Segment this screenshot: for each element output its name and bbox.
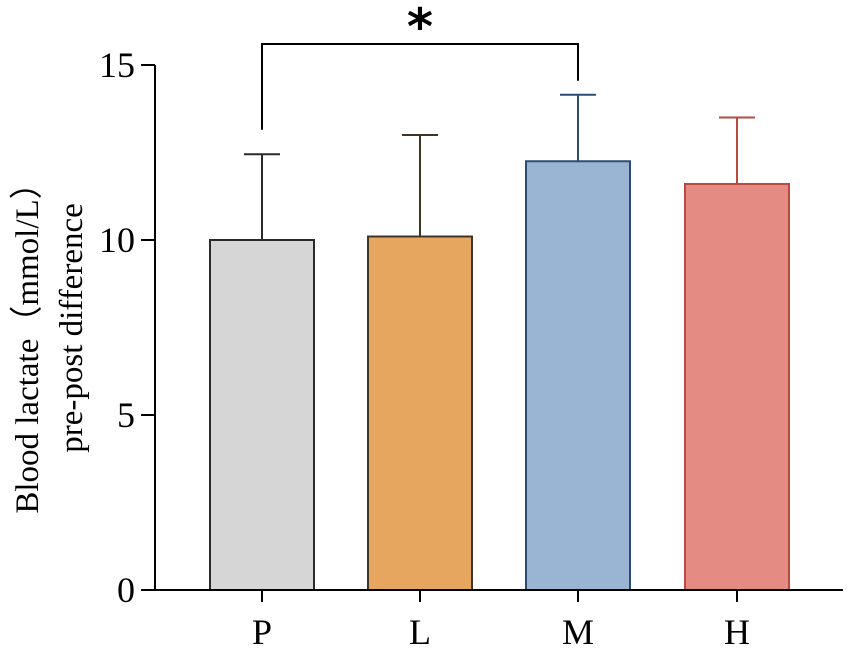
y-axis-title-line-2: pre-post difference: [54, 203, 90, 453]
bar-m: [525, 160, 631, 591]
bar-p: [209, 239, 315, 591]
y-axis-title-line-1: Blood lactate（mmol/L）: [10, 166, 46, 513]
y-tick-label-0: 0: [117, 570, 135, 610]
y-tick-label-15: 15: [99, 45, 135, 85]
axes: 0 5 10 15 P L M H *: [99, 0, 843, 652]
y-axis-title: Blood lactate（mmol/L） pre-post differenc…: [10, 166, 90, 513]
y-tick-label-10: 10: [99, 220, 135, 260]
x-tick-label-p: P: [252, 612, 272, 652]
plot-area: [209, 93, 790, 591]
bar-h: [684, 183, 790, 591]
x-tick-label-l: L: [409, 612, 431, 652]
significance-bracket: [261, 43, 579, 130]
x-tick-label-m: M: [562, 612, 594, 652]
y-tick-label-5: 5: [117, 395, 135, 435]
significance-star: *: [407, 0, 433, 56]
x-tick-label-h: H: [724, 612, 750, 652]
bar-l: [367, 235, 473, 591]
